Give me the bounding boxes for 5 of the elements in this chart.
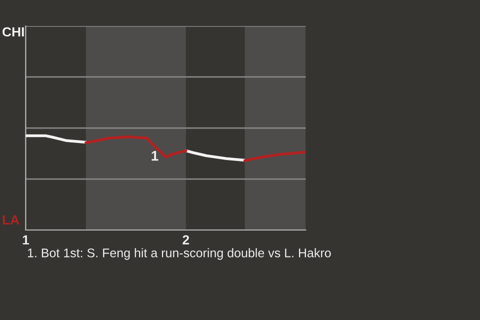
text: LA (2, 215, 20, 224)
x-tick-label: 2 (182, 235, 190, 244)
text: 1. Bot 1st: S. Feng hit a run-scoring double vs L. Hakro (28, 248, 331, 260)
text: CHI (2, 27, 24, 37)
annotation: 1 (152, 151, 158, 161)
